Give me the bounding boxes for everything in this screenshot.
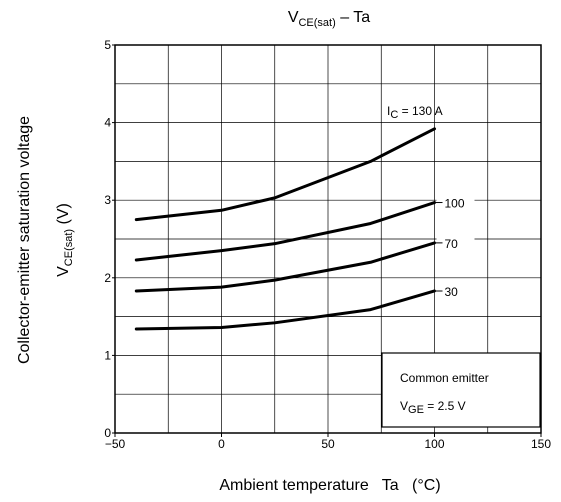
y-tick-label: 0: [104, 426, 111, 440]
series-label: 100: [445, 197, 465, 211]
series-line: [134, 201, 436, 262]
y-axis-title: Collector-emitter saturation voltage: [16, 116, 33, 364]
annotation-frame: [381, 352, 541, 428]
y-tick-label: 1: [104, 348, 111, 362]
series-line: [134, 289, 436, 331]
series-label: 30: [445, 285, 459, 299]
y-axis-title-line1: Collector-emitter saturation voltage: [16, 116, 33, 364]
x-tick-label: 100: [424, 437, 444, 451]
y-tick-label: 2: [104, 271, 111, 285]
chart-title: VCE(sat) – Ta: [288, 9, 370, 29]
y-axis-title-2: VCE(sat) (V): [55, 203, 75, 277]
y-tick-label: 5: [104, 38, 111, 52]
x-tick-label: −50: [105, 437, 126, 451]
x-tick-label: 50: [321, 437, 335, 451]
series-lines: [134, 127, 436, 331]
series-label: 70: [445, 237, 459, 251]
series-labels: IC = 130 A 100 70 30: [387, 104, 475, 299]
annotation-line2: VGE = 2.5 V: [400, 399, 466, 416]
label-backdrop: [436, 194, 475, 211]
plot-frame: [114, 44, 542, 434]
y-tick-label: 4: [104, 116, 111, 130]
annotation-line1: Common emitter: [400, 371, 489, 385]
series-line: [134, 127, 436, 222]
annotation-box: Common emitter VGE = 2.5 V: [381, 352, 541, 428]
y-tick-label: 3: [104, 193, 111, 207]
label-backdrop: [436, 282, 475, 299]
series-line: [134, 241, 436, 293]
x-tick-label: 150: [531, 437, 551, 451]
x-axis-title: Ambient temperature Ta (°C): [219, 477, 440, 494]
label-backdrop: [436, 234, 475, 251]
x-tick-label: 0: [218, 437, 225, 451]
series-label: IC = 130 A: [387, 104, 443, 121]
y-axis-title-line2: VCE(sat) (V): [55, 203, 75, 277]
